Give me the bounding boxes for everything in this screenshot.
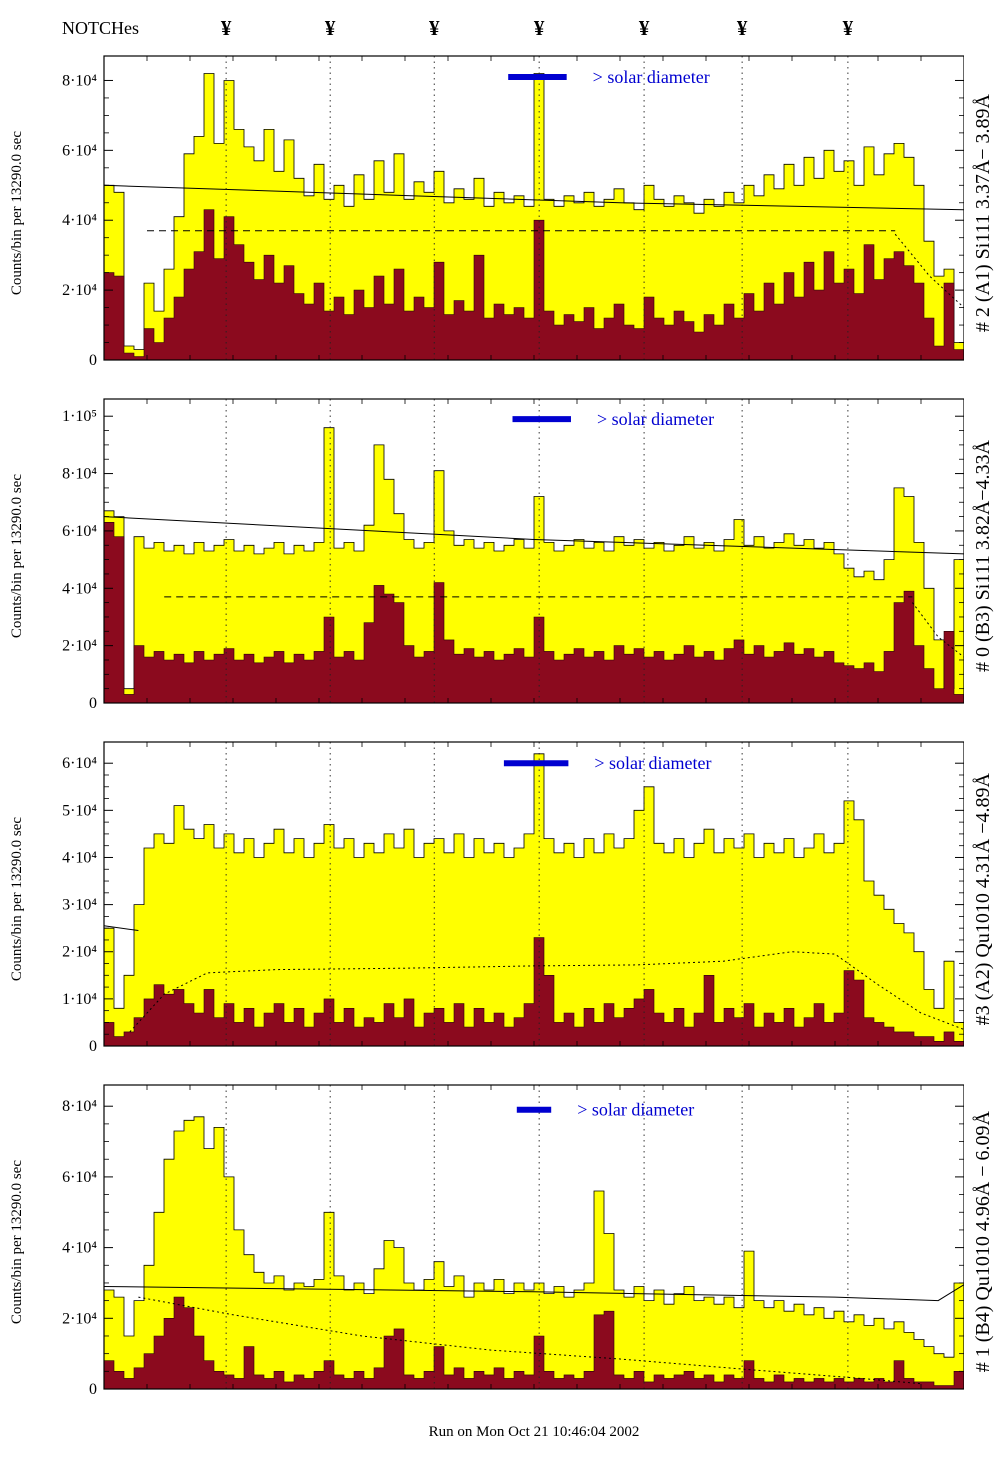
y-tick-label: 6·10⁴ [62,1169,97,1186]
notch-symbol: ¥ [843,16,854,40]
y-tick-label: 4·10⁴ [62,849,97,866]
run-timestamp: Run on Mon Oct 21 10:46:04 2002 [428,1424,640,1440]
right-label-column: #3 (A2) Qu1010 4.31Å −4.89Å [964,734,1002,1064]
right-label-column: # 1 (B4) Qu1010 4.96Å − 6.09Å [964,1077,1002,1407]
y-tick-label: 8·10⁴ [62,466,97,483]
notch-symbol: ¥ [737,16,748,40]
series-sub-counts [103,1296,964,1390]
solid-overlay-line [103,516,964,555]
y-tick-label: 6·10⁴ [62,523,97,540]
y-tick-label: 2·10⁴ [62,944,97,961]
y-axis-column: Counts/bin per 13290.0 sec [0,391,34,721]
series-total-counts [103,1116,964,1390]
y-axis-column: Counts/bin per 13290.0 sec [0,734,34,1064]
y-tick-label: 0 [89,1038,97,1055]
solar-diameter-label: > solar diameter [577,1100,694,1120]
notch-header-row: NOTCHes ¥ ¥ ¥ ¥ ¥ ¥ ¥ [34,4,1004,48]
notch-symbol: ¥ [325,16,336,40]
y-tick-label: 6·10⁴ [62,142,97,159]
series-sub-counts [103,937,964,1047]
solid-overlay-line [103,184,964,211]
y-tick-label: 8·10⁴ [62,72,97,89]
y-tick-label: 5·10⁴ [62,802,97,819]
series-total-counts [103,427,964,704]
right-label-column: # 0 (B3) Si111 3.82Å−4.33Å [964,391,1002,721]
y-tick-label: 1·10⁵ [62,408,97,425]
histogram-plot: > solar diameter 0 2·10⁴ 4·10⁴ 6·10⁴ 8·10⁴ 1·1… [62,398,964,712]
y-axis-label: Counts/bin per 13290.0 sec [8,1159,25,1325]
notch-symbol: ¥ [221,16,232,40]
y-tick-label: 2·10⁴ [62,1310,97,1327]
panel-right-label: # 2 (A1) Si111 3.37Å− 3.89Å [971,93,994,333]
solar-diameter-label: > solar diameter [594,753,711,773]
notch-symbol: ¥ [534,16,545,40]
y-tick-label: 4·10⁴ [62,580,97,597]
panels-container: Counts/bin per 13290.0 sec > solar diame… [0,48,1004,1407]
y-tick-label: 8·10⁴ [62,1098,97,1115]
panel-right-label: # 0 (B3) Si111 3.82Å−4.33Å [971,439,994,673]
histogram-plot: > solar diameter 0 2·10⁴ 4·10⁴ 6·10⁴ 8·10⁴ [62,55,964,369]
y-tick-label: 2·10⁴ [62,282,97,299]
y-axis-label: Counts/bin per 13290.0 sec [8,473,25,639]
y-axis-label: Counts/bin per 13290.0 sec [8,130,25,296]
y-tick-label: 0 [89,695,97,712]
spectrum-panel: Counts/bin per 13290.0 sec > solar diame… [0,391,1004,721]
series-sub-counts [103,209,964,361]
panel-right-label: #3 (A2) Qu1010 4.31Å −4.89Å [971,772,994,1026]
solid-overlay-line [103,925,139,931]
y-tick-label: 0 [89,1381,97,1398]
y-tick-label: 0 [89,352,97,369]
y-axis-column: Counts/bin per 13290.0 sec [0,1077,34,1407]
notch-symbol: ¥ [429,16,440,40]
series-sub-counts [103,522,964,704]
spectrum-panel: Counts/bin per 13290.0 sec > solar diame… [0,1077,1004,1407]
dotted-overlay-line [138,1296,922,1385]
histogram-plot: > solar diameter 0 1·10⁴ 2·10⁴ 3·10⁴ 4·10⁴ 5·1… [62,741,964,1055]
notch-symbol: ¥ [639,16,650,40]
histogram-plot: > solar diameter 0 2·10⁴ 4·10⁴ 6·10⁴ 8·10⁴ [62,1084,964,1398]
y-tick-label: 6·10⁴ [62,755,97,772]
solar-diameter-label: > solar diameter [593,67,710,87]
notch-header: NOTCHes ¥ ¥ ¥ ¥ ¥ ¥ ¥ [62,16,854,40]
dotted-overlay-line [894,233,964,308]
spectrum-panel: Counts/bin per 13290.0 sec > solar diame… [0,48,1004,378]
spectrum-panel: Counts/bin per 13290.0 sec > solar diame… [0,734,1004,1064]
y-tick-label: 4·10⁴ [62,1240,97,1257]
y-tick-label: 4·10⁴ [62,212,97,229]
dotted-overlay-line [129,951,964,1033]
series-total-counts [103,753,964,1047]
y-axis-label: Counts/bin per 13290.0 sec [8,816,25,982]
notches-title: NOTCHes [62,18,139,38]
solid-overlay-line [103,1284,964,1302]
panel-right-label: # 1 (B4) Qu1010 4.96Å − 6.09Å [971,1111,994,1373]
y-tick-label: 1·10⁴ [62,991,97,1008]
y-axis-column: Counts/bin per 13290.0 sec [0,48,34,378]
y-tick-label: 3·10⁴ [62,897,97,914]
right-label-column: # 2 (A1) Si111 3.37Å− 3.89Å [964,48,1002,378]
solar-diameter-label: > solar diameter [597,409,714,429]
y-tick-label: 2·10⁴ [62,638,97,655]
